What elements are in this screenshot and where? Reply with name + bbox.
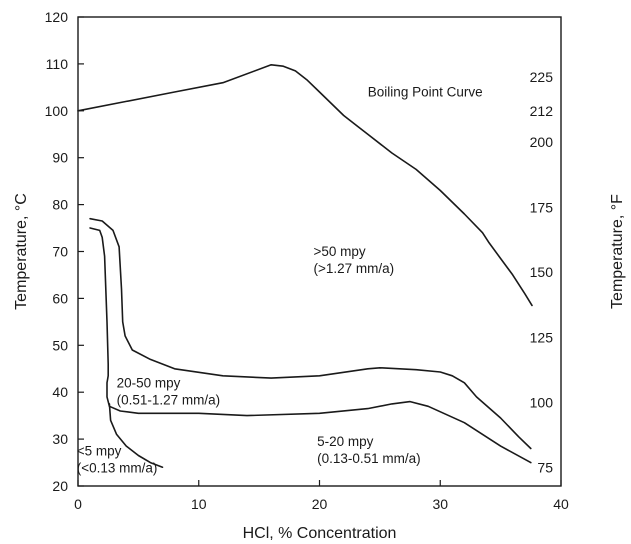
x-axis-title: HCl, % Concentration	[243, 525, 397, 542]
y-tick-label: 60	[52, 290, 68, 306]
y2-tick-label: 175	[530, 199, 554, 215]
y2-tick-label: 212	[530, 103, 554, 119]
region-label: <5 mpy (<0.13 mm/a)	[77, 444, 158, 476]
y-tick-label: 70	[52, 244, 68, 260]
plot-frame	[77, 16, 562, 487]
x-tick-label: 40	[553, 496, 569, 512]
y-tick-label: 80	[52, 197, 68, 213]
region-label: 20-50 mpy (0.51-1.27 mm/a)	[117, 376, 221, 408]
y-tick-label: 90	[52, 150, 68, 166]
y-tick-label: 30	[52, 431, 68, 447]
corrosion-iso-curve-3	[108, 403, 164, 468]
y2-tick-label: 225	[530, 69, 554, 85]
y2-tick-label: 75	[537, 460, 553, 476]
y-tick-label: 120	[45, 9, 69, 25]
x-tick-label: 30	[432, 496, 448, 512]
y-tick-label: 110	[46, 56, 69, 72]
y2-axis-title: Temperature, °F	[609, 194, 626, 309]
x-tick-label: 0	[74, 496, 82, 512]
x-tick-label: 20	[312, 496, 328, 512]
y2-tick-label: 125	[530, 329, 554, 345]
boiling-point-curve	[77, 64, 533, 307]
y-tick-label: 100	[45, 103, 69, 119]
y2-tick-label: 200	[530, 134, 554, 150]
y-axis-title: Temperature, °C	[13, 193, 30, 310]
corrosion-iso-curve-1	[89, 217, 532, 450]
y-tick-label: 50	[52, 337, 68, 353]
region-label: Boiling Point Curve	[368, 85, 483, 100]
y-tick-label: 20	[52, 478, 68, 494]
x-tick-label: 10	[191, 496, 207, 512]
y-tick-label: 40	[52, 384, 68, 400]
region-label: >50 mpy (>1.27 mm/a)	[313, 244, 394, 276]
y2-tick-label: 100	[530, 395, 554, 411]
corrosion-iso-curve-2	[89, 227, 532, 464]
y2-tick-label: 150	[530, 264, 554, 280]
region-label: 5-20 mpy (0.13-0.51 mm/a)	[317, 434, 421, 466]
